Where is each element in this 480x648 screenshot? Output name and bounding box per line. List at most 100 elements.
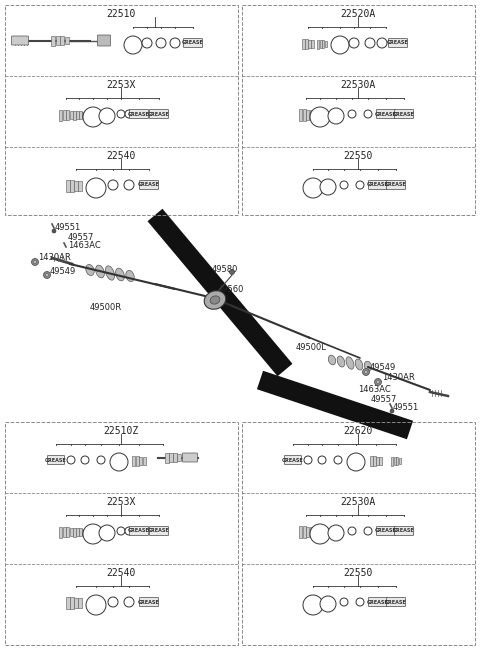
Circle shape	[364, 110, 372, 118]
Ellipse shape	[355, 359, 363, 370]
Circle shape	[81, 456, 89, 464]
Text: 49500R: 49500R	[90, 303, 122, 312]
Bar	[60, 36, 64, 45]
Circle shape	[83, 524, 103, 544]
Ellipse shape	[106, 266, 115, 280]
Circle shape	[117, 527, 125, 535]
Circle shape	[365, 38, 375, 48]
Text: 22530A: 22530A	[340, 80, 376, 90]
Text: 49560: 49560	[218, 286, 244, 294]
Text: 49557: 49557	[371, 395, 397, 404]
Bar	[66, 110, 69, 120]
Circle shape	[320, 596, 336, 612]
Text: GREASE: GREASE	[138, 183, 160, 187]
Circle shape	[124, 36, 142, 54]
Bar	[82, 529, 84, 535]
Bar	[76, 111, 79, 119]
Text: GREASE: GREASE	[385, 183, 407, 187]
Text: 22520A: 22520A	[340, 9, 376, 19]
Circle shape	[142, 38, 152, 48]
Circle shape	[318, 456, 326, 464]
FancyBboxPatch shape	[130, 526, 148, 535]
Text: GREASE: GREASE	[375, 111, 397, 117]
Ellipse shape	[337, 356, 345, 367]
Circle shape	[86, 178, 106, 198]
Bar	[64, 37, 69, 44]
Circle shape	[364, 527, 372, 535]
FancyBboxPatch shape	[130, 110, 148, 119]
Circle shape	[310, 524, 330, 544]
Circle shape	[377, 38, 387, 48]
FancyBboxPatch shape	[376, 110, 396, 119]
Text: 22530A: 22530A	[340, 497, 376, 507]
Ellipse shape	[204, 291, 226, 309]
Bar	[320, 40, 322, 48]
Circle shape	[99, 525, 115, 541]
FancyBboxPatch shape	[369, 597, 387, 607]
Text: GREASE: GREASE	[367, 183, 389, 187]
FancyBboxPatch shape	[369, 181, 387, 189]
Circle shape	[52, 229, 56, 233]
Ellipse shape	[86, 264, 94, 275]
Text: GREASE: GREASE	[387, 40, 409, 45]
FancyBboxPatch shape	[285, 456, 301, 465]
Circle shape	[34, 260, 36, 263]
Text: GREASE: GREASE	[393, 529, 415, 533]
FancyBboxPatch shape	[386, 181, 406, 189]
Text: 49500L: 49500L	[296, 343, 327, 353]
Circle shape	[83, 107, 103, 127]
Bar	[398, 457, 401, 465]
Circle shape	[304, 456, 312, 464]
Bar	[310, 527, 312, 537]
Circle shape	[347, 453, 365, 471]
Bar	[302, 39, 305, 49]
Bar	[70, 597, 73, 608]
Bar	[302, 110, 306, 121]
FancyBboxPatch shape	[183, 38, 203, 47]
Circle shape	[124, 180, 134, 190]
Circle shape	[362, 369, 370, 375]
Bar	[379, 457, 382, 465]
Text: 49557: 49557	[68, 233, 95, 242]
Bar	[376, 457, 379, 465]
Bar	[165, 452, 168, 463]
FancyBboxPatch shape	[395, 526, 413, 535]
Bar	[66, 597, 70, 609]
Text: 22540: 22540	[106, 568, 136, 578]
Bar	[70, 181, 73, 192]
Bar	[62, 527, 66, 537]
Text: GREASE: GREASE	[375, 529, 397, 533]
Bar	[56, 36, 60, 45]
Bar	[173, 454, 177, 461]
Text: 1463AC: 1463AC	[68, 242, 101, 251]
Circle shape	[390, 409, 394, 413]
Circle shape	[108, 597, 118, 607]
FancyBboxPatch shape	[182, 453, 197, 462]
Text: GREASE: GREASE	[128, 111, 150, 117]
FancyBboxPatch shape	[48, 456, 64, 465]
Bar	[79, 528, 82, 536]
Text: 22510: 22510	[106, 9, 136, 19]
Text: 49551: 49551	[55, 224, 81, 233]
Text: GREASE: GREASE	[148, 529, 170, 533]
Ellipse shape	[346, 357, 354, 369]
Bar	[370, 456, 372, 466]
Bar	[74, 181, 78, 191]
FancyBboxPatch shape	[149, 110, 168, 119]
Bar	[391, 456, 393, 465]
Circle shape	[108, 180, 118, 190]
FancyBboxPatch shape	[149, 526, 168, 535]
Circle shape	[124, 597, 134, 607]
Circle shape	[331, 36, 349, 54]
Circle shape	[328, 525, 344, 541]
Bar	[299, 526, 302, 538]
Circle shape	[32, 259, 38, 266]
Text: GREASE: GREASE	[138, 599, 160, 605]
Text: 49551: 49551	[393, 404, 419, 413]
Text: GREASE: GREASE	[282, 457, 304, 463]
Bar	[66, 180, 70, 192]
Circle shape	[328, 108, 344, 124]
Text: GREASE: GREASE	[385, 599, 407, 605]
Circle shape	[117, 110, 125, 118]
Bar	[51, 36, 55, 45]
